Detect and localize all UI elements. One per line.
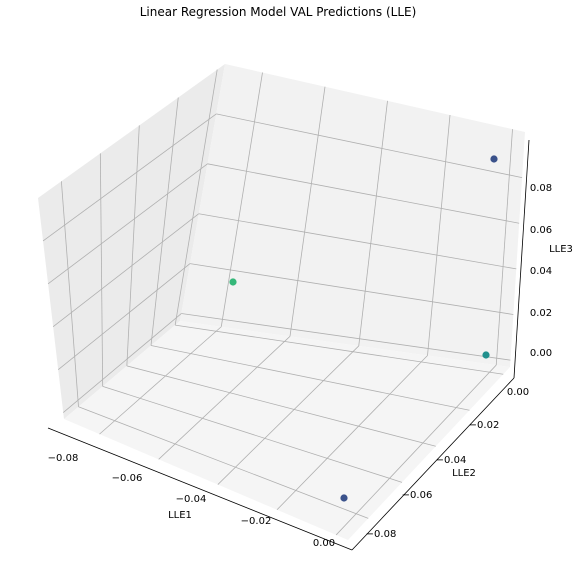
pane-floor — [64, 321, 510, 540]
back-grid-x — [358, 100, 388, 346]
grid-lines — [42, 69, 523, 536]
y-tick-label: −0.04 — [436, 455, 467, 466]
y-axis-line — [351, 377, 515, 551]
y-tick-label: −0.02 — [469, 420, 500, 431]
left-grid-y — [126, 125, 140, 366]
x-tick-label: −0.06 — [112, 473, 143, 484]
floor-grid-x — [276, 355, 428, 511]
z-tick-label: 0.00 — [530, 348, 552, 359]
back-grid-x — [289, 86, 326, 337]
left-grid-z — [52, 213, 200, 328]
left-grid-z — [62, 313, 182, 413]
z-tick-label: 0.08 — [530, 183, 552, 194]
data-point — [490, 155, 498, 163]
left-grid-z — [47, 163, 208, 285]
x-tick-label: 0.00 — [313, 538, 335, 549]
x-axis-label: LLE1 — [168, 510, 192, 521]
back-grid-z — [207, 163, 520, 224]
z-axis-line — [513, 139, 530, 379]
floor-grid-x — [158, 336, 291, 460]
x-axis-line — [47, 427, 353, 551]
x-tick-label: −0.02 — [241, 516, 272, 527]
back-grid-x — [427, 114, 451, 356]
back-grid-z — [181, 313, 511, 361]
floor-grid-x — [99, 326, 222, 435]
back-grid-z — [198, 213, 517, 270]
data-point — [340, 494, 348, 502]
x-tick-label: −0.04 — [176, 494, 207, 505]
floor-grid-x — [217, 345, 360, 485]
pane-right — [180, 64, 525, 367]
z-tick-label: 0.02 — [530, 308, 552, 319]
y-tick-label: 0.00 — [507, 387, 529, 398]
z-axis-label: LLE3 — [549, 244, 573, 255]
axis-lines — [47, 139, 530, 551]
back-grid-z — [216, 113, 523, 179]
left-grid-y — [174, 69, 218, 326]
x-tick-label: −0.08 — [48, 453, 79, 464]
left-grid-y — [99, 153, 104, 387]
left-grid-z — [42, 113, 217, 242]
floor-grid-y — [150, 345, 470, 411]
chart-title: Linear Regression Model VAL Predictions … — [140, 5, 417, 19]
z-tick-label: 0.06 — [530, 225, 552, 236]
left-grid-z — [57, 263, 191, 370]
floor-grid-y — [175, 324, 504, 375]
floor-grid-y — [126, 365, 436, 447]
data-point — [482, 351, 490, 359]
data-points — [229, 155, 498, 502]
z-tick-label: 0.04 — [530, 266, 552, 277]
floor-grid-y — [102, 385, 403, 483]
left-grid-y — [60, 181, 79, 407]
back-grid-x — [495, 129, 513, 366]
y-tick-label: −0.06 — [402, 490, 433, 501]
pane-left — [38, 64, 225, 419]
tick-labels: −0.08 −0.06 −0.04 −0.02 0.00 −0.08 −0.06 −0.04 −… — [48, 183, 552, 549]
floor-grid-x — [335, 364, 497, 536]
y-tick-label: −0.08 — [366, 529, 397, 540]
back-grid-z — [189, 263, 514, 315]
floor-grid-y — [78, 406, 369, 519]
y-axis-label: LLE2 — [452, 468, 476, 479]
back-grid-x — [220, 72, 263, 327]
data-point — [229, 278, 237, 286]
left-grid-y — [150, 97, 179, 346]
